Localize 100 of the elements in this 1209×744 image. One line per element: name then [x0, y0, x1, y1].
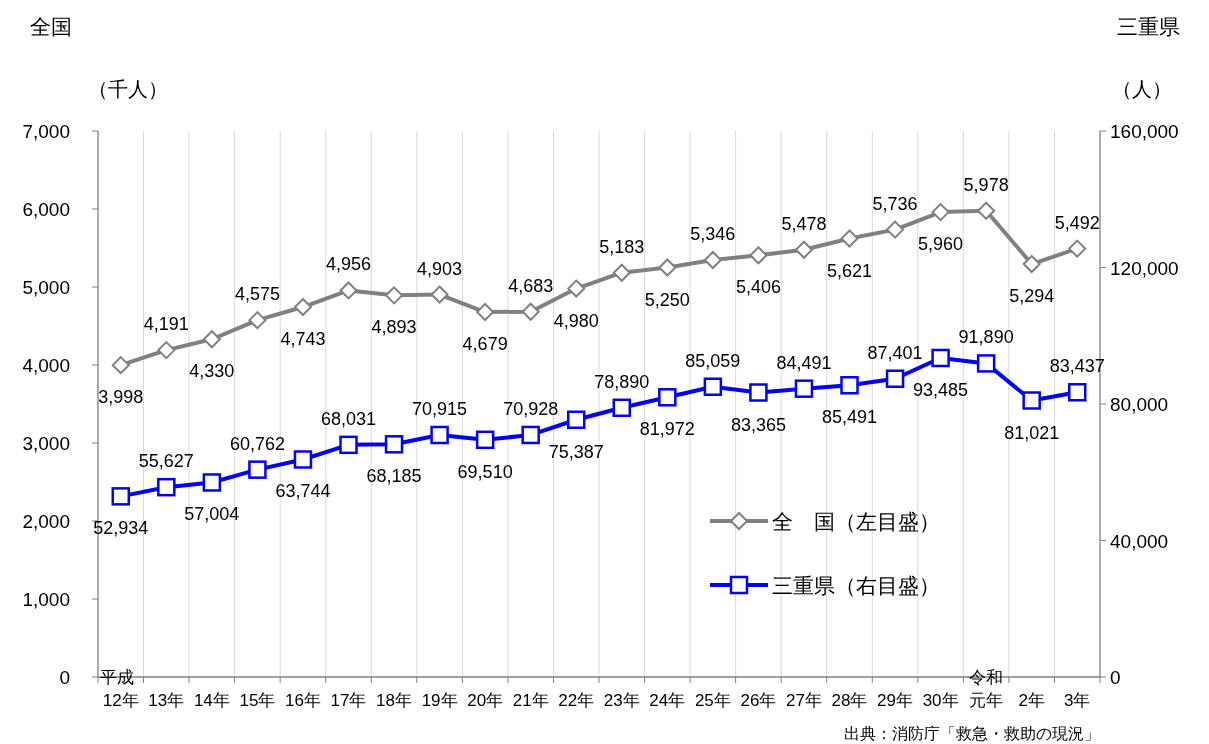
x-tick-label: 18年	[376, 691, 413, 710]
data-label: 5,478	[781, 213, 827, 234]
data-label: 57,004	[184, 504, 240, 525]
data-label: 4,903	[417, 258, 463, 279]
point	[1068, 239, 1087, 258]
data-label: 5,960	[918, 234, 964, 255]
point	[566, 410, 586, 429]
data-label: 4,679	[462, 334, 508, 355]
data-label: 4,956	[325, 254, 372, 275]
point	[885, 369, 905, 388]
data-label: 93,485	[913, 379, 969, 400]
x-tick-label: 28年	[831, 691, 868, 710]
x-tick-label: 2年	[1018, 691, 1045, 710]
legend-label: 全 国（左目盛）	[772, 510, 940, 533]
data-label: 85,491	[821, 407, 878, 428]
data-label: 5,492	[1054, 212, 1100, 233]
point	[293, 450, 313, 469]
point	[840, 376, 859, 395]
text: （人）	[1112, 78, 1172, 100]
point	[248, 311, 267, 330]
data-label: 60,762	[229, 433, 285, 454]
x-tick-label: 21年	[512, 691, 549, 710]
data-label: 5,183	[599, 236, 645, 257]
point	[1022, 255, 1041, 274]
data-label: 52,934	[93, 518, 149, 539]
point	[931, 203, 950, 222]
y-tick-label: 4,000	[22, 355, 70, 376]
data-label: 68,031	[320, 408, 377, 429]
x-tick-label: 29年	[877, 691, 914, 710]
point	[293, 298, 312, 317]
point	[430, 425, 449, 445]
data-label: 4,330	[189, 361, 235, 382]
y-tick-label: 2,000	[22, 511, 70, 532]
x-tick-label: 22年	[558, 691, 595, 710]
data-label: 75,387	[548, 441, 604, 462]
y2-tick-label: 80,000	[1110, 394, 1169, 415]
data-label: 5,294	[1009, 286, 1055, 307]
x-tick-label: 元年	[969, 691, 1004, 710]
data-label: 4,743	[280, 329, 326, 350]
x-tick-label: 17年	[330, 691, 367, 710]
y-axis-title: 全国	[30, 15, 72, 38]
data-label: 5,736	[872, 193, 918, 214]
point	[384, 435, 404, 454]
data-label: 70,928	[503, 398, 559, 419]
data-label: 87,401	[867, 342, 923, 363]
point	[476, 303, 495, 322]
x-tick-label: 25年	[694, 691, 731, 710]
data-label: 55,627	[138, 451, 194, 472]
point	[886, 220, 905, 239]
point	[658, 388, 677, 407]
x-tick-label: 15年	[239, 691, 276, 710]
annotation: 平成	[100, 668, 134, 687]
point	[1022, 391, 1041, 410]
x-tick-label: 3年	[1063, 691, 1091, 710]
point	[339, 281, 358, 300]
point	[202, 330, 221, 349]
point	[612, 398, 632, 418]
data-label: 68,185	[366, 466, 422, 487]
point	[976, 354, 996, 373]
y-tick-label: 0	[59, 667, 70, 688]
x-tick-label: 27年	[785, 691, 822, 710]
annotation: 令和	[969, 668, 1004, 687]
data-label: 5,621	[826, 260, 873, 281]
x-tick-label: 12年	[102, 691, 139, 710]
data-label: 70,915	[412, 399, 468, 419]
legend-label: 三重県（右目盛）	[772, 574, 940, 597]
data-label: 81,972	[639, 419, 695, 440]
y-tick-label: 1,000	[22, 589, 70, 610]
point	[703, 251, 722, 270]
y2-tick-label: 0	[1110, 667, 1121, 688]
y-tick-label: 5,000	[22, 277, 70, 298]
point	[385, 286, 404, 305]
data-label: 83,437	[1049, 356, 1105, 377]
x-tick-label: 23年	[603, 691, 640, 710]
source-note: 出典：消防庁「救急・救助の現況」	[844, 725, 1100, 742]
x-tick-label: 26年	[740, 691, 777, 710]
x-tick-label: 14年	[193, 691, 230, 710]
data-label: 85,059	[685, 350, 741, 371]
point	[749, 246, 768, 265]
point	[749, 383, 768, 402]
y2-tick-label: 40,000	[1110, 530, 1169, 552]
point	[794, 379, 814, 398]
point	[703, 377, 723, 396]
point	[111, 356, 130, 375]
data-label: 5,250	[644, 289, 690, 310]
point	[157, 341, 176, 360]
point	[658, 258, 677, 277]
point	[475, 430, 495, 450]
y-tick-label: 3,000	[22, 433, 70, 454]
x-tick-label: 16年	[284, 691, 321, 710]
point	[794, 240, 813, 259]
data-label: 3,998	[98, 387, 144, 408]
point	[339, 435, 358, 455]
x-tick-label: 20年	[467, 691, 504, 710]
point	[1067, 383, 1087, 402]
point	[157, 477, 176, 497]
point	[248, 460, 267, 479]
text: （千人）	[88, 78, 168, 100]
point	[567, 279, 586, 298]
data-label: 63,744	[275, 481, 331, 502]
